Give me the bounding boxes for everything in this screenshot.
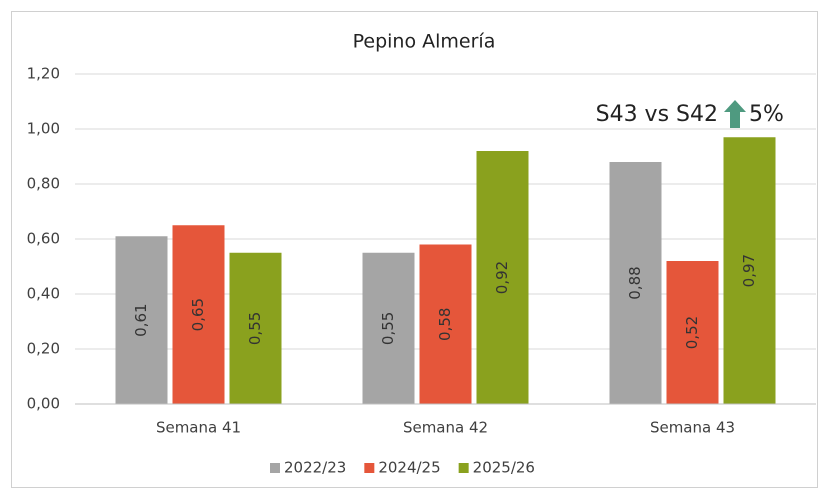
legend-swatch [364,463,375,473]
bar [362,252,415,404]
legend-label: 2022/23 [284,459,346,477]
legend-swatch [270,463,280,473]
x-tick-label: Semana 43 [650,419,735,437]
bar [115,236,168,404]
data-label: 0,61 [132,303,150,336]
bar [723,137,776,404]
y-tick-label: 0,40 [27,285,60,303]
y-tick-label: 0,00 [27,395,60,413]
annotation-change: 5% [749,102,784,127]
bar [476,151,529,404]
annotation-text: S43 vs S42 [596,102,718,127]
up-arrow-icon [724,100,746,128]
y-tick-label: 0,80 [27,175,60,193]
y-tick-label: 0,60 [27,230,60,248]
data-label: 0,92 [493,261,511,294]
x-tick-label: Semana 41 [156,419,241,437]
y-tick-label: 0,20 [27,340,60,358]
bar [229,252,282,404]
data-label: 0,58 [436,308,454,341]
bar [419,244,472,404]
y-tick-label: 1,20 [27,65,60,83]
x-tick-label: Semana 42 [403,419,488,437]
data-label: 0,55 [246,312,264,345]
legend-swatch [458,463,469,473]
data-label: 0,97 [740,254,758,287]
data-label: 0,65 [189,298,207,331]
data-label: 0,88 [626,266,644,299]
data-label: 0,55 [379,312,397,345]
bar [172,225,225,404]
legend-label: 2025/26 [473,459,535,477]
legend-label: 2024/25 [378,459,440,477]
y-tick-label: 1,00 [27,120,60,138]
chart-title: Pepino Almería [353,31,496,53]
bar [609,162,662,404]
bar [666,261,719,404]
data-label: 0,52 [683,316,701,349]
